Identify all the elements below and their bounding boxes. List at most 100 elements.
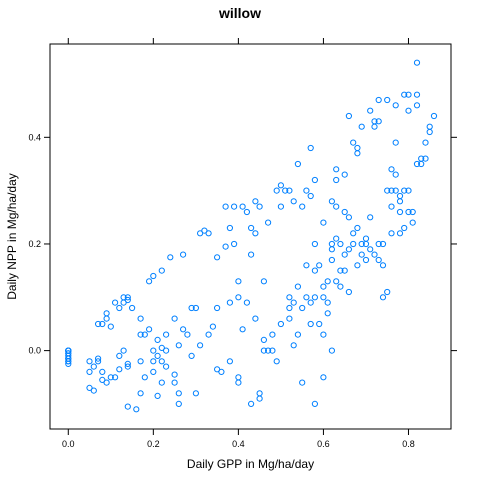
data-point — [375, 118, 382, 125]
y-axis-label: Daily NPP in Mg/ha/day — [5, 173, 19, 300]
data-point — [290, 342, 297, 349]
data-point — [401, 187, 408, 194]
data-point — [341, 267, 348, 274]
data-point — [141, 331, 148, 338]
data-point — [133, 406, 140, 413]
data-point — [350, 240, 357, 248]
data-point — [252, 198, 259, 205]
data-point — [175, 400, 182, 407]
data-point — [248, 251, 255, 258]
data-point — [299, 203, 306, 210]
data-point — [256, 395, 263, 402]
data-point — [294, 331, 301, 338]
data-point — [384, 96, 391, 104]
data-point — [367, 107, 374, 114]
data-point — [388, 230, 395, 237]
data-point — [158, 344, 165, 351]
data-point — [290, 198, 297, 205]
data-point — [146, 326, 153, 333]
data-point — [294, 160, 301, 168]
axis-ticks: 0.0 0.2 0.4 0.6 0.8 0.0 0.2 0.4 — [28, 38, 457, 449]
data-point — [150, 347, 157, 354]
data-point — [371, 123, 378, 130]
data-point — [384, 288, 391, 296]
x-tick-label: 0.0 — [62, 439, 75, 449]
data-point — [379, 240, 387, 248]
data-point — [388, 203, 395, 210]
data-point — [171, 315, 178, 322]
data-point — [231, 240, 238, 248]
data-point — [345, 288, 352, 296]
data-point — [146, 278, 153, 285]
data-point — [337, 240, 344, 248]
data-point — [392, 171, 399, 178]
data-point — [184, 331, 191, 338]
data-point — [103, 315, 110, 322]
data-point — [405, 107, 412, 114]
plot-frame — [49, 43, 452, 430]
x-tick-label: 0.4 — [232, 439, 245, 449]
data-point — [239, 203, 246, 210]
data-point — [175, 390, 182, 397]
data-point — [324, 278, 331, 285]
data-point — [86, 368, 93, 375]
data-point — [345, 214, 352, 221]
data-point — [337, 283, 344, 290]
data-point — [371, 251, 378, 258]
data-point — [396, 208, 404, 216]
data-point — [328, 198, 335, 205]
data-point — [192, 304, 199, 312]
data-point — [396, 198, 404, 205]
x-tick-label: 0.8 — [402, 439, 415, 449]
data-point — [426, 128, 433, 136]
data-point — [354, 150, 361, 157]
data-point — [286, 187, 293, 194]
data-point — [311, 176, 318, 184]
data-point — [201, 227, 208, 234]
data-point — [345, 112, 352, 120]
data-point — [154, 336, 161, 343]
data-point — [328, 256, 335, 264]
data-point — [188, 352, 195, 359]
data-point — [354, 144, 361, 152]
data-point — [299, 304, 306, 312]
data-point — [405, 91, 412, 98]
data-point — [375, 256, 382, 264]
data-point — [265, 347, 272, 354]
data-point — [226, 224, 233, 232]
data-point — [307, 144, 314, 152]
data-point — [90, 363, 97, 370]
data-point — [175, 342, 182, 349]
data-point — [243, 208, 250, 216]
data-point — [209, 323, 216, 330]
data-point — [180, 251, 187, 258]
data-point — [163, 331, 170, 338]
data-point — [413, 91, 421, 98]
data-point — [333, 176, 340, 184]
data-point — [409, 208, 416, 216]
data-point — [328, 347, 335, 354]
data-point — [269, 347, 276, 354]
data-point — [320, 331, 327, 338]
data-point — [163, 363, 170, 370]
data-point — [260, 278, 267, 285]
data-point — [124, 363, 131, 370]
data-point — [405, 187, 412, 194]
data-point — [95, 355, 102, 362]
data-point — [384, 187, 391, 194]
data-point — [197, 342, 204, 349]
data-point — [95, 358, 102, 365]
data-point — [112, 299, 119, 306]
data-point — [277, 182, 284, 189]
data-point — [337, 267, 344, 274]
data-point — [65, 355, 72, 362]
data-point — [107, 323, 114, 330]
data-point — [307, 320, 314, 328]
data-point — [345, 246, 352, 253]
data-point — [137, 331, 144, 338]
data-point — [235, 278, 242, 285]
data-point — [65, 347, 72, 354]
data-point — [188, 304, 195, 312]
data-point — [214, 304, 221, 312]
data-point — [303, 262, 310, 269]
